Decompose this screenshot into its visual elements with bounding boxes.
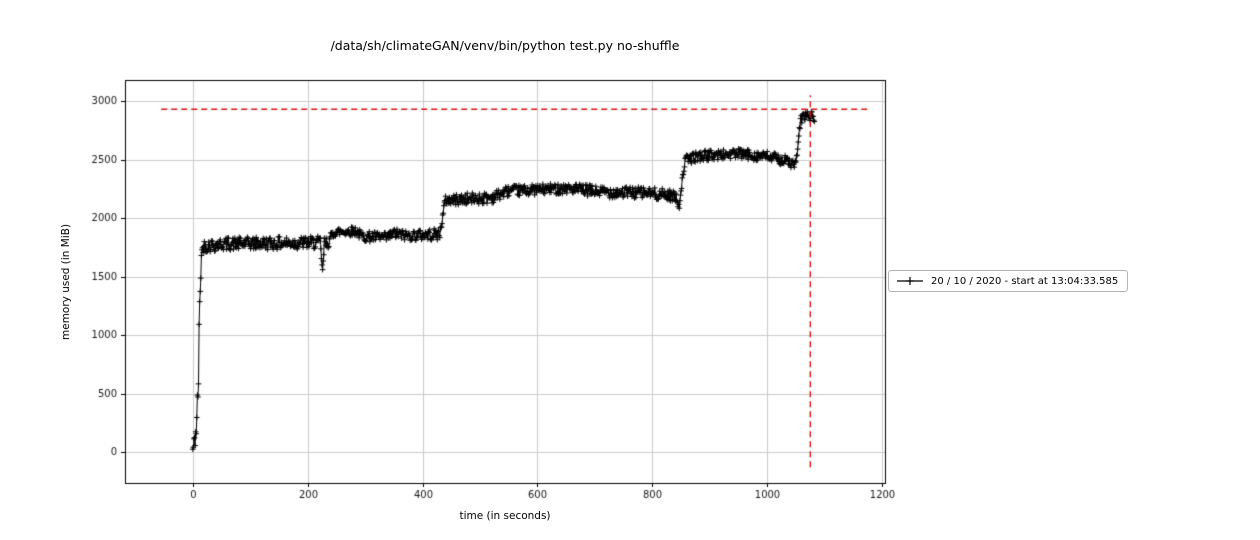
legend-line-sample xyxy=(897,277,923,285)
chart-title: /data/sh/climateGAN/venv/bin/python test… xyxy=(330,38,680,53)
legend: 20 / 10 / 2020 - start at 13:04:33.585 xyxy=(888,270,1129,292)
x-axis-label: time (in seconds) xyxy=(459,510,551,522)
legend-label: 20 / 10 / 2020 - start at 13:04:33.585 xyxy=(931,275,1119,287)
y-axis-label: memory used (in MiB) xyxy=(60,223,72,341)
